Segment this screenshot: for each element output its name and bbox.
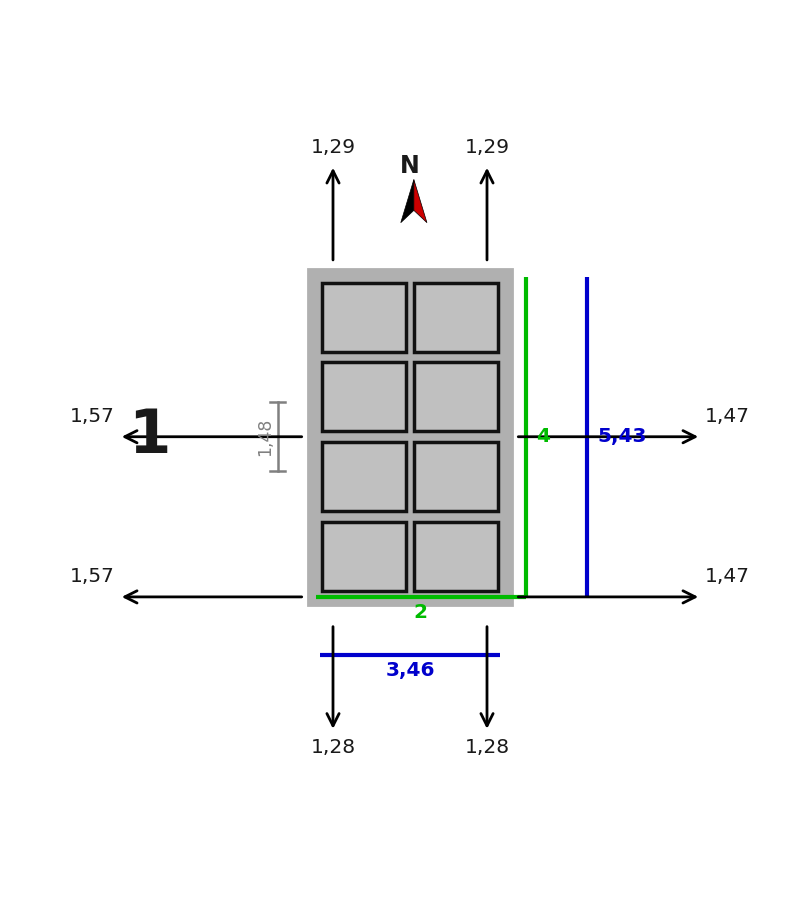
Bar bbox=[414, 283, 498, 352]
Polygon shape bbox=[414, 179, 427, 223]
Bar bbox=[322, 442, 406, 511]
Text: 3,46: 3,46 bbox=[386, 660, 434, 680]
Text: 1,47: 1,47 bbox=[705, 567, 750, 586]
Bar bbox=[322, 362, 406, 431]
Text: 1,29: 1,29 bbox=[465, 139, 510, 158]
Bar bbox=[414, 522, 498, 591]
Text: 1,47: 1,47 bbox=[705, 407, 750, 426]
Text: 1,57: 1,57 bbox=[70, 407, 115, 426]
Text: 1,48: 1,48 bbox=[256, 418, 274, 456]
Text: N: N bbox=[400, 154, 420, 178]
Bar bbox=[322, 522, 406, 591]
Bar bbox=[414, 362, 498, 431]
Text: 1: 1 bbox=[129, 407, 171, 467]
Text: 1,57: 1,57 bbox=[70, 567, 115, 586]
Text: 2: 2 bbox=[414, 603, 428, 622]
Text: 5,43: 5,43 bbox=[598, 428, 647, 447]
Bar bbox=[322, 283, 406, 352]
Text: 1,28: 1,28 bbox=[465, 737, 510, 757]
Text: 1,28: 1,28 bbox=[310, 737, 355, 757]
Text: 1,29: 1,29 bbox=[310, 139, 355, 158]
Text: 4: 4 bbox=[536, 428, 550, 447]
Bar bbox=[308, 269, 512, 604]
Bar bbox=[414, 442, 498, 511]
Polygon shape bbox=[401, 179, 414, 223]
